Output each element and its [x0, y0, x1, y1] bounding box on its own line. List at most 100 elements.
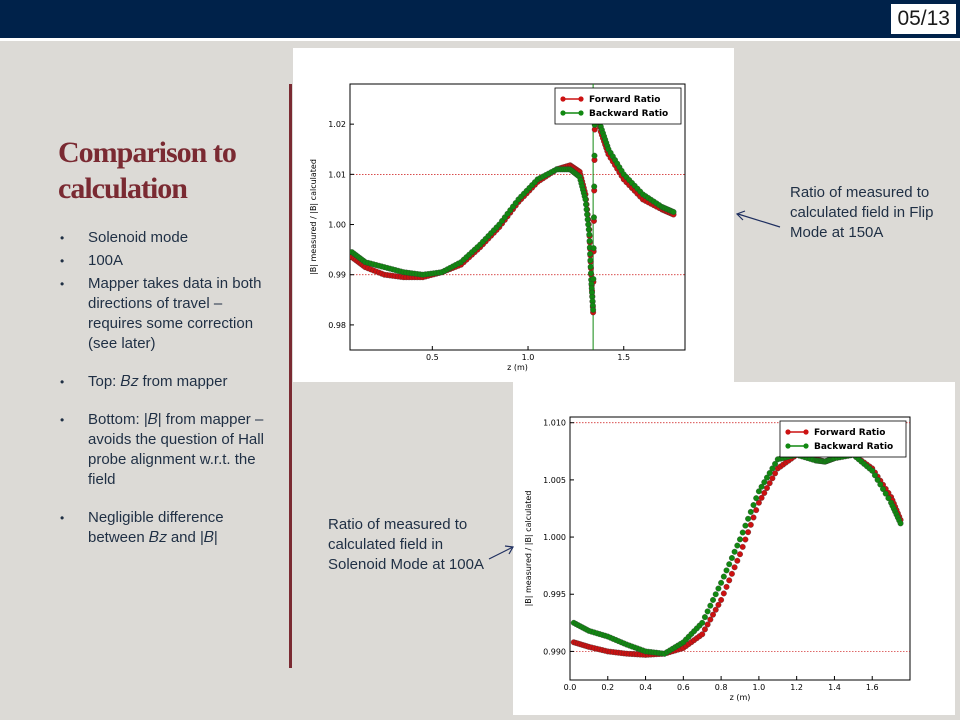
- bullet-item: Solenoid mode: [60, 228, 270, 248]
- data-point: [737, 551, 743, 558]
- data-point: [747, 521, 754, 528]
- slide-title: Comparison to calculation: [58, 136, 237, 205]
- data-point: [718, 579, 725, 586]
- y-tick-label: 1.02: [328, 120, 346, 129]
- data-point: [885, 495, 892, 502]
- data-point: [742, 522, 749, 529]
- x-tick-label: 0.8: [715, 683, 728, 692]
- data-point: [585, 221, 592, 228]
- plot-frame: [569, 416, 911, 681]
- data-point: [737, 536, 743, 543]
- bullet-item: Bottom: |𝐵| from mapper – avoids the que…: [60, 410, 270, 490]
- flip-mode-ratio-chart: 0.5 1.0 1.5 0.98 0.99 1.00 1.01 1.02 z (m) |B| me…: [309, 83, 686, 372]
- data-point: [769, 475, 776, 482]
- x-tick-label: 0.2: [601, 683, 614, 692]
- data-point: [586, 231, 593, 238]
- data-point: [699, 619, 706, 626]
- top-chart-panel: 0.5 1.0 1.5 0.98 0.99 1.00 1.01 1.02 z (m) |B| me…: [293, 48, 734, 382]
- data-point: [590, 245, 597, 252]
- legend-marker: [785, 443, 791, 449]
- legend-marker: [560, 110, 566, 116]
- data-point: [707, 616, 714, 623]
- data-point: [583, 206, 590, 213]
- data-point: [753, 507, 760, 514]
- data-point: [753, 495, 760, 502]
- legend-box: [554, 87, 682, 125]
- header-bar: [0, 0, 960, 38]
- data-point: [764, 474, 770, 481]
- data-point: [584, 216, 591, 223]
- x-axis-label: z (m): [507, 363, 528, 372]
- data-point: [591, 152, 598, 159]
- data-point: [758, 483, 765, 490]
- data-point: [739, 529, 746, 536]
- y-tick-label: 0.990: [543, 647, 566, 656]
- legend-marker: [785, 429, 791, 435]
- data-point: [670, 209, 677, 215]
- legend-marker: [578, 96, 584, 102]
- data-point: [585, 226, 592, 233]
- data-point: [720, 573, 727, 580]
- data-point: [897, 520, 904, 527]
- header-divider: [0, 38, 960, 41]
- data-point: [587, 263, 594, 270]
- data-point: [704, 608, 711, 615]
- legend-label: Forward Ratio: [814, 428, 885, 438]
- x-tick-label: 0.0: [564, 683, 577, 692]
- data-point: [587, 250, 594, 257]
- y-tick-label: 1.005: [543, 476, 566, 485]
- bottom-chart-caption: Ratio of measured to calculated field in…: [328, 516, 484, 573]
- data-point: [726, 561, 733, 568]
- legend-label: Forward Ratio: [589, 95, 660, 105]
- data-point: [728, 570, 735, 577]
- data-point: [710, 597, 716, 603]
- data-point: [712, 606, 719, 613]
- data-point: [707, 602, 714, 609]
- slide-number: 05/13: [891, 4, 956, 34]
- plot-frame: [349, 83, 686, 351]
- data-point: [880, 486, 886, 492]
- y-tick-label: 1.00: [328, 221, 346, 230]
- data-point: [587, 270, 594, 277]
- data-point: [728, 555, 735, 561]
- data-point: [590, 306, 597, 313]
- y-axis-label: |B| measured / |B| calculated: [309, 159, 318, 275]
- legend-label: Backward Ratio: [814, 442, 893, 452]
- data-point: [755, 499, 762, 506]
- data-point: [772, 470, 779, 477]
- bullet-item: Top: 𝐵𝑧 from mapper: [60, 372, 270, 392]
- top-caption-arrow: [735, 210, 781, 228]
- data-point: [586, 238, 593, 244]
- y-tick-label: 0.99: [328, 271, 346, 280]
- data-point: [734, 542, 741, 549]
- data-point: [701, 614, 708, 621]
- bullet-item: Negligible difference between 𝐵𝑧 and |𝐵|: [60, 508, 270, 548]
- data-point: [750, 514, 757, 521]
- data-point: [718, 597, 725, 603]
- data-point: [742, 536, 749, 543]
- data-point: [731, 564, 738, 571]
- data-point: [745, 529, 752, 536]
- x-tick-label: 1.5: [617, 353, 630, 362]
- x-tick-label: 0.6: [677, 683, 690, 692]
- data-point: [591, 183, 598, 190]
- data-point: [871, 472, 878, 479]
- x-axis-label: z (m): [730, 693, 751, 702]
- x-tick-label: 1.0: [522, 353, 535, 362]
- legend-marker: [578, 110, 584, 116]
- data-point: [772, 460, 779, 467]
- data-point: [583, 201, 589, 208]
- data-point: [766, 470, 773, 476]
- y-tick-label: 0.995: [543, 590, 566, 599]
- data-point: [723, 567, 730, 574]
- legend-label: Backward Ratio: [589, 109, 668, 119]
- data-point: [761, 479, 768, 486]
- data-point: [699, 631, 706, 638]
- bottom-chart-panel: 0.0 0.2 0.4 0.6 0.8 1.0 1.2 1.4 1.6 0.990 0.995 1.0…: [513, 382, 955, 715]
- x-tick-label: 1.4: [828, 683, 841, 692]
- data-point: [712, 591, 719, 598]
- data-point: [877, 481, 884, 488]
- data-point: [701, 626, 708, 633]
- data-point: [704, 621, 711, 628]
- data-point: [761, 490, 768, 496]
